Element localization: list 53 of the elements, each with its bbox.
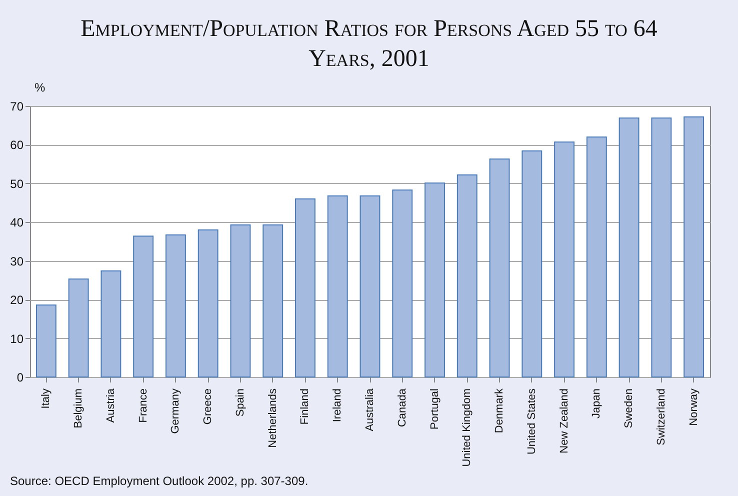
y-tick-label: 70 [10,100,24,114]
y-tick-label: 40 [10,216,24,230]
x-tick-label: Australia [364,388,376,432]
bar [36,304,56,378]
bar [554,142,574,378]
bar [651,118,672,378]
bar [100,270,122,378]
bar [424,182,445,378]
x-tick-label: Japan [590,388,603,418]
x-tick-label: Switzerland [655,388,668,446]
x-tick-label: Italy [40,388,52,409]
x-tick-label: Portugal [428,388,441,430]
x-tick-label: Germany [170,388,182,434]
bar [198,229,218,378]
bar [68,278,89,378]
bar [230,224,251,378]
source-note: Source: OECD Employment Outlook 2002, pp. 307-309. [10,474,308,488]
bar [327,195,348,378]
bar [456,174,478,378]
x-tick-label: United States [526,388,538,455]
bar [489,158,510,378]
bar [262,224,284,378]
x-tick-label: France [137,388,150,423]
x-tick-label: Netherlands [266,388,279,448]
y-tick-label: 50 [10,176,24,191]
bar [618,118,640,378]
x-tick-label: New Zealand [558,388,570,454]
y-tick-label: 10 [10,332,24,346]
bar [684,116,704,378]
y-tick-label: 20 [10,293,24,308]
x-tick-label: Norway [688,388,700,426]
y-tick-label: 60 [10,138,24,152]
x-tick-label: Finland [299,388,312,425]
bar [522,150,542,378]
x-tick-label: Canada [396,388,408,428]
y-axis-title: % [34,80,46,94]
x-tick-label: Denmark [494,388,506,434]
x-tick-label: Sweden [623,388,636,428]
y-tick-label: 30 [10,254,24,268]
x-tick-label: Greece [202,388,214,425]
x-tick-label: Belgium [72,388,85,428]
x-tick-label: Ireland [332,388,344,422]
x-tick-label: Spain [234,388,246,417]
chart-title: Employment/Population Ratios for Persons Aged 55 to 64 Years, 2001 [80,15,658,74]
bar [166,234,186,378]
bar [295,198,316,378]
bar [360,195,380,378]
x-tick-label: United Kingdom [461,388,474,467]
y-tick-label: 0 [16,370,24,384]
x-tick-label: Austria [104,388,117,423]
bar [133,236,154,378]
bar [586,136,607,378]
bar [392,190,413,378]
